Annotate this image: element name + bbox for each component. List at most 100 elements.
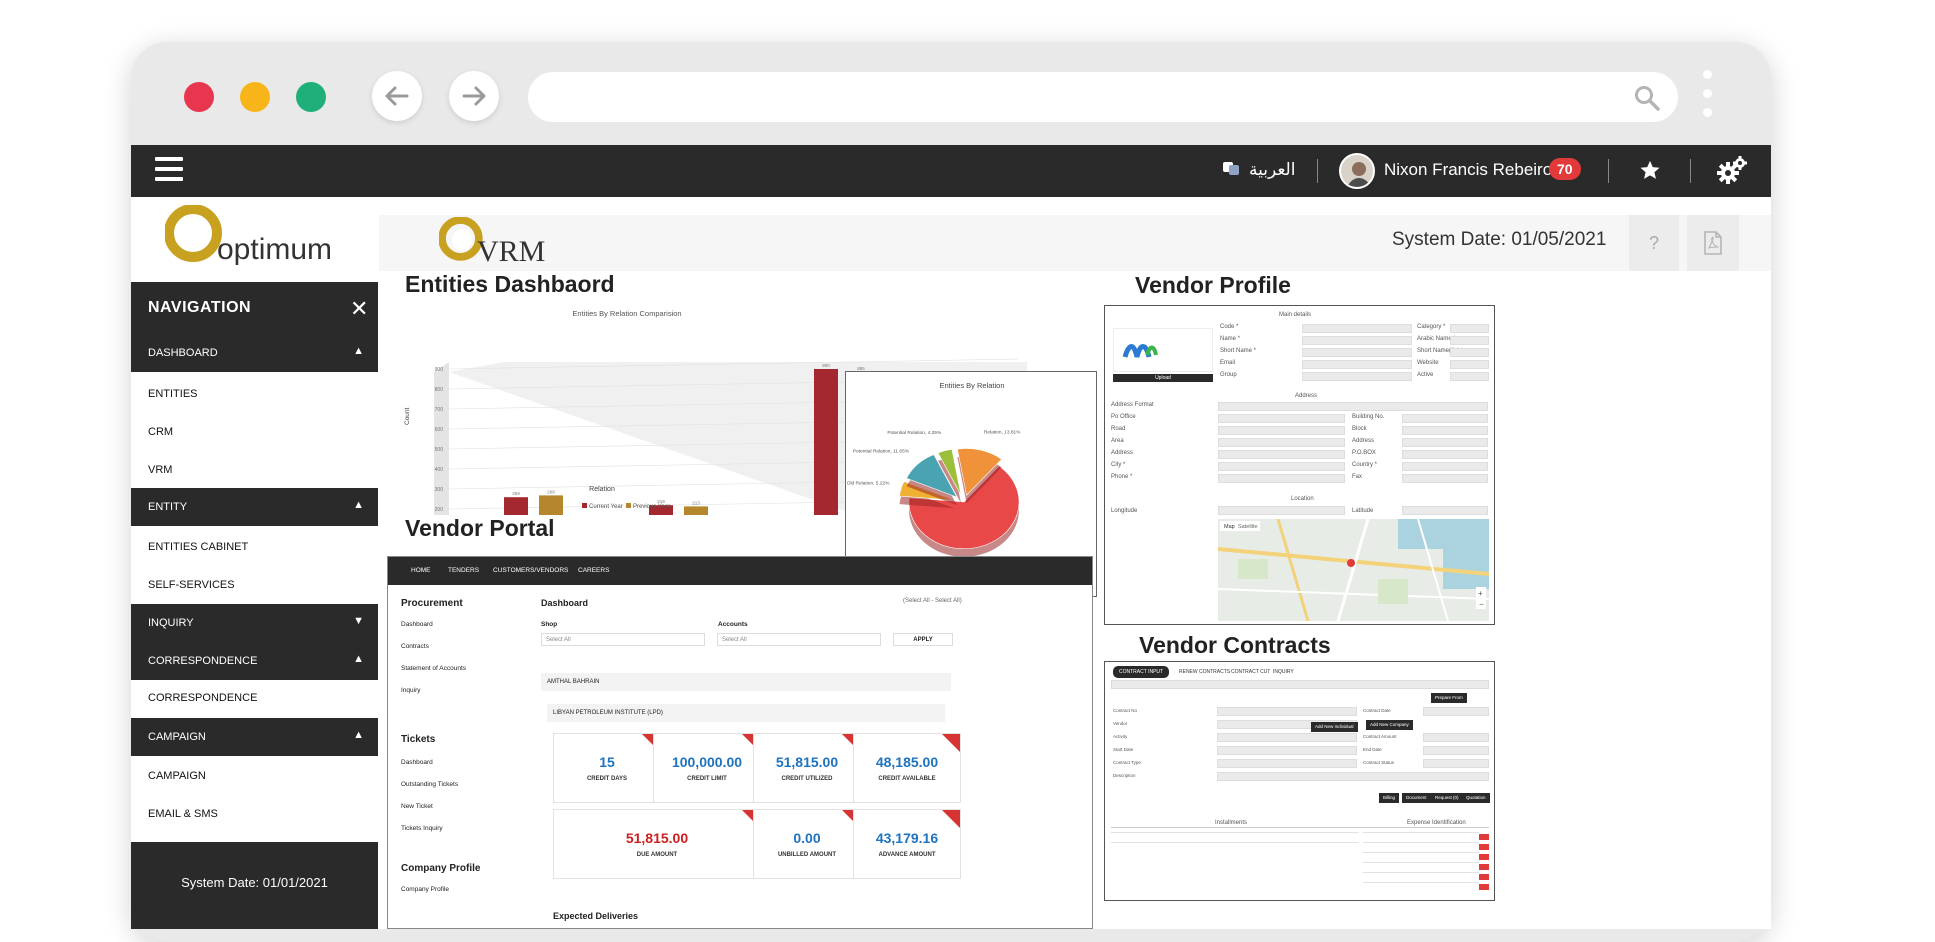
nav-item-self-services[interactable]: SELF-SERVICES: [148, 579, 235, 591]
nav-item-correspondence[interactable]: CORRESPONDENCE: [148, 692, 258, 704]
portal-nav-careers[interactable]: CAREERS: [578, 567, 610, 574]
portal-nav-tenders[interactable]: TENDERS: [448, 567, 480, 574]
profile-field[interactable]: [1450, 348, 1489, 357]
close-window-dot[interactable]: [184, 82, 214, 112]
address-field[interactable]: [1218, 450, 1345, 459]
address-field[interactable]: [1402, 426, 1488, 435]
profile-field[interactable]: [1302, 360, 1412, 369]
menu-link[interactable]: New Ticket: [401, 803, 433, 810]
group-header[interactable]: AMTHAL BAHRAIN: [541, 673, 951, 691]
maximize-window-dot[interactable]: [296, 82, 326, 112]
profile-field[interactable]: [1302, 348, 1412, 357]
add-company-button[interactable]: Add New Company: [1366, 720, 1413, 730]
menu-link[interactable]: Company Profile: [401, 886, 450, 893]
nav-section-correspondence[interactable]: CORRESPONDENCE ▲: [131, 642, 378, 680]
delete-row-icon[interactable]: [1479, 884, 1489, 890]
nav-item-campaign[interactable]: CAMPAIGN: [148, 770, 206, 782]
billing-button[interactable]: Billing: [1379, 793, 1400, 803]
profile-field[interactable]: [1450, 336, 1489, 345]
shop-select[interactable]: Select All: [541, 633, 705, 646]
gear-icon[interactable]: [1715, 154, 1749, 188]
tab-contract-cut[interactable]: CONTRACT CUT: [1231, 669, 1271, 675]
latitude-field[interactable]: [1402, 506, 1488, 515]
portal-nav-customers-vendors[interactable]: CUSTOMERS/VENDORS: [493, 567, 569, 574]
menu-link[interactable]: Outstanding Tickets: [401, 781, 459, 788]
delete-row-icon[interactable]: [1479, 854, 1489, 860]
nav-section-inquiry[interactable]: INQUIRY ▼: [131, 604, 378, 642]
contract-field[interactable]: [1217, 707, 1357, 716]
tab-inquiry[interactable]: INQUIRY: [1273, 669, 1294, 675]
help-button[interactable]: ?: [1629, 215, 1679, 271]
contract-field[interactable]: [1217, 772, 1489, 781]
menu-link[interactable]: Dashboard: [401, 759, 433, 766]
add-individual-button[interactable]: Add New Individual: [1311, 722, 1358, 732]
menu-link[interactable]: Statement of Accounts: [401, 665, 467, 672]
menu-link[interactable]: Inquiry: [401, 687, 421, 694]
document-button[interactable]: Document: [1402, 793, 1431, 803]
profile-field[interactable]: [1302, 372, 1412, 381]
close-icon[interactable]: ✕: [350, 296, 369, 321]
contract-field[interactable]: [1423, 746, 1489, 755]
address-field[interactable]: [1402, 462, 1488, 471]
tab-contract-input[interactable]: CONTRACT INPUT: [1113, 666, 1170, 678]
request-button[interactable]: Request (0): [1431, 793, 1463, 803]
nav-section-entity[interactable]: ENTITY ▲: [131, 488, 378, 526]
select-all-links[interactable]: (Select All - Select All): [903, 598, 962, 604]
more-vertical-icon[interactable]: [1703, 70, 1713, 124]
address-field[interactable]: [1218, 414, 1345, 423]
menu-link[interactable]: Contracts: [401, 643, 429, 650]
quotation-button[interactable]: Quotation: [1462, 793, 1490, 803]
portal-nav-home[interactable]: HOME: [411, 567, 431, 574]
delete-row-icon[interactable]: [1479, 874, 1489, 880]
address-field[interactable]: [1218, 438, 1345, 447]
address-field[interactable]: [1218, 474, 1345, 483]
profile-field[interactable]: [1450, 324, 1489, 333]
profile-field[interactable]: [1302, 336, 1412, 345]
nav-item-email-sms[interactable]: EMAIL & SMS: [148, 808, 218, 820]
menu-link[interactable]: Tickets Inquiry: [401, 825, 443, 832]
nav-section-campaign[interactable]: CAMPAIGN ▲: [131, 718, 378, 756]
nav-item-vrm[interactable]: VRM: [148, 464, 173, 476]
location-map[interactable]: Map Satellite + −: [1218, 519, 1489, 621]
address-field[interactable]: [1218, 426, 1345, 435]
address-field[interactable]: [1218, 462, 1345, 471]
subgroup-header[interactable]: LIBYAN PETROLEUM INSTITUTE (LPD): [547, 704, 945, 722]
hamburger-menu-icon[interactable]: [155, 157, 183, 183]
star-icon[interactable]: [1639, 159, 1661, 181]
profile-field[interactable]: [1450, 360, 1489, 369]
forward-button[interactable]: [449, 71, 499, 121]
address-field[interactable]: [1402, 474, 1488, 483]
upload-button[interactable]: Upload: [1113, 374, 1213, 382]
search-icon[interactable]: [1634, 85, 1660, 111]
address-format-select[interactable]: [1218, 402, 1488, 411]
avatar[interactable]: [1339, 153, 1375, 189]
contract-field[interactable]: [1217, 733, 1357, 742]
delete-row-icon[interactable]: [1479, 834, 1489, 840]
minimize-window-dot[interactable]: [240, 82, 270, 112]
address-bar[interactable]: [528, 72, 1678, 122]
pdf-button[interactable]: [1687, 215, 1739, 271]
apply-button[interactable]: APPLY: [893, 633, 953, 646]
prepare-from-button[interactable]: Prepare From: [1431, 693, 1467, 703]
nav-section-dashboard[interactable]: DASHBOARD ▲: [131, 334, 378, 372]
contract-field[interactable]: [1217, 759, 1357, 768]
back-button[interactable]: [372, 71, 422, 121]
menu-link[interactable]: Dashboard: [401, 621, 433, 628]
contract-field[interactable]: [1423, 707, 1489, 716]
delete-row-icon[interactable]: [1479, 844, 1489, 850]
address-field[interactable]: [1402, 414, 1488, 423]
contract-field[interactable]: [1423, 759, 1489, 768]
search-field[interactable]: [1111, 680, 1489, 689]
contract-field[interactable]: [1423, 733, 1489, 742]
nav-item-entities-cabinet[interactable]: ENTITIES CABINET: [148, 541, 249, 553]
address-field[interactable]: [1402, 450, 1488, 459]
tab-renew-contracts[interactable]: RENEW CONTRACTS: [1179, 669, 1231, 675]
nav-item-entities[interactable]: ENTITIES: [148, 388, 198, 400]
contract-field[interactable]: [1217, 746, 1357, 755]
nav-item-crm[interactable]: CRM: [148, 426, 174, 438]
profile-field[interactable]: [1450, 372, 1489, 381]
language-switch[interactable]: العربية: [1249, 160, 1296, 179]
accounts-select[interactable]: Select All: [717, 633, 881, 646]
longitude-field[interactable]: [1218, 506, 1345, 515]
address-field[interactable]: [1402, 438, 1488, 447]
